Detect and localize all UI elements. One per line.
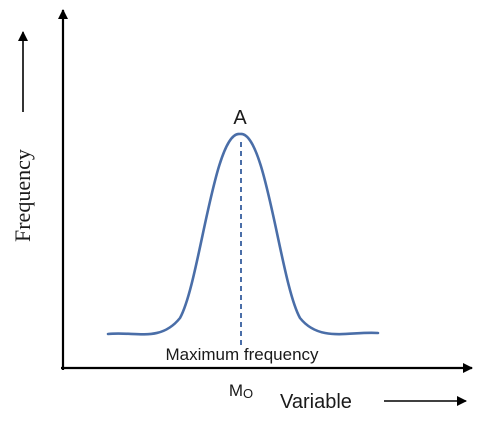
mode-label: MO [229, 381, 253, 401]
peak-caption: Maximum frequency [165, 345, 319, 364]
mode-label-subscript: O [243, 386, 253, 401]
y-axis-label: Frequency [10, 149, 35, 242]
caption-gap [236, 345, 246, 364]
frequency-curve [106, 132, 380, 336]
x-axis-label: Variable [280, 391, 352, 413]
peak-label: A [233, 107, 247, 129]
mode-label-main: M [229, 381, 243, 400]
